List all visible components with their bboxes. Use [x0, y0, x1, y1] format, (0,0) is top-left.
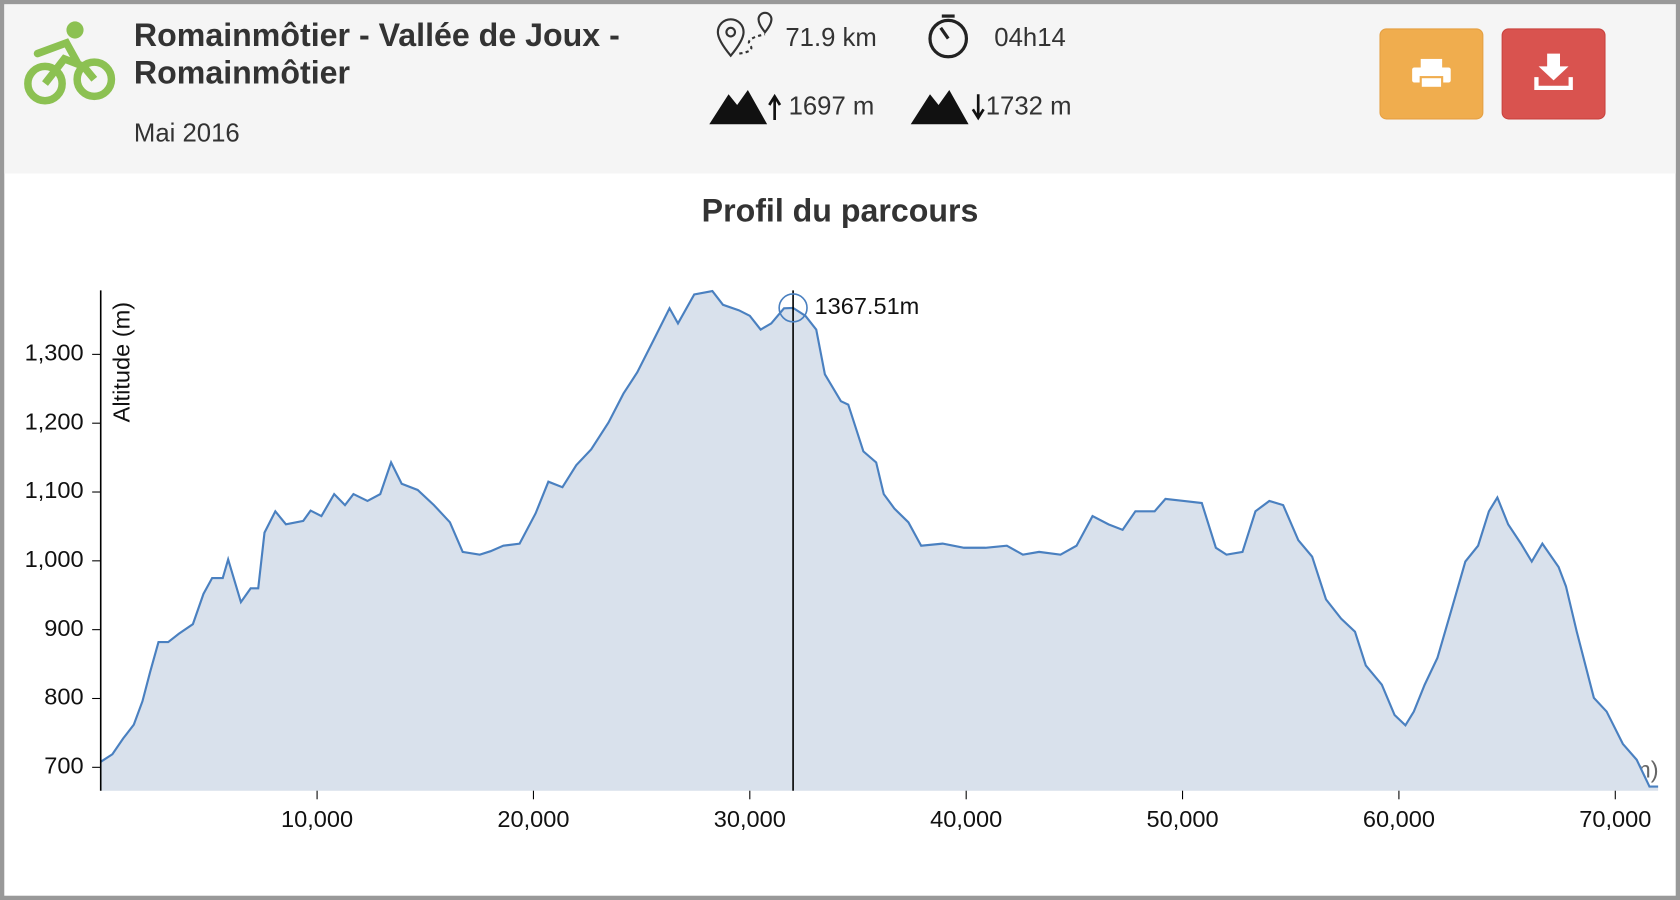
y-tick-label: 1,100	[25, 477, 84, 503]
x-tick-label: 10,000	[281, 806, 353, 832]
area-line	[100, 289, 1659, 788]
hover-marker	[778, 293, 808, 323]
x-tick-label: 50,000	[1147, 806, 1219, 832]
descent: 1732 m	[985, 92, 1072, 122]
ascent: 1697 m	[788, 92, 875, 122]
x-tick-label: 30,000	[714, 806, 786, 832]
bike-icon	[24, 21, 116, 105]
x-tick-label: 60,000	[1363, 806, 1435, 832]
download-button[interactable]	[1501, 28, 1606, 120]
x-tick-label: 20,000	[497, 806, 569, 832]
timer-icon	[928, 14, 969, 59]
y-tick-label: 700	[44, 753, 83, 779]
route-title: Romainmôtier - Vallée de Joux - Romainmô…	[133, 18, 620, 92]
y-tick-label: 1,200	[25, 408, 84, 434]
route-icon	[716, 11, 773, 58]
chart-title: Profil du parcours	[702, 193, 979, 229]
area-fill	[100, 291, 1659, 791]
print-button[interactable]	[1379, 28, 1484, 120]
y-tick-label: 900	[44, 615, 83, 641]
y-tick-label: 800	[44, 684, 83, 710]
route-date: Mai 2016	[133, 118, 240, 148]
y-tick-label: 1,000	[25, 546, 84, 572]
x-tick-label: 70,000	[1579, 806, 1651, 832]
duration: 04h14	[994, 23, 1066, 53]
distance: 71.9 km	[785, 23, 877, 53]
y-axis-label: Altitude (m)	[108, 302, 134, 422]
y-tick-label: 1,300	[25, 340, 84, 366]
x-tick-label: 40,000	[930, 806, 1002, 832]
hover-label: 1367.51m	[815, 293, 920, 319]
